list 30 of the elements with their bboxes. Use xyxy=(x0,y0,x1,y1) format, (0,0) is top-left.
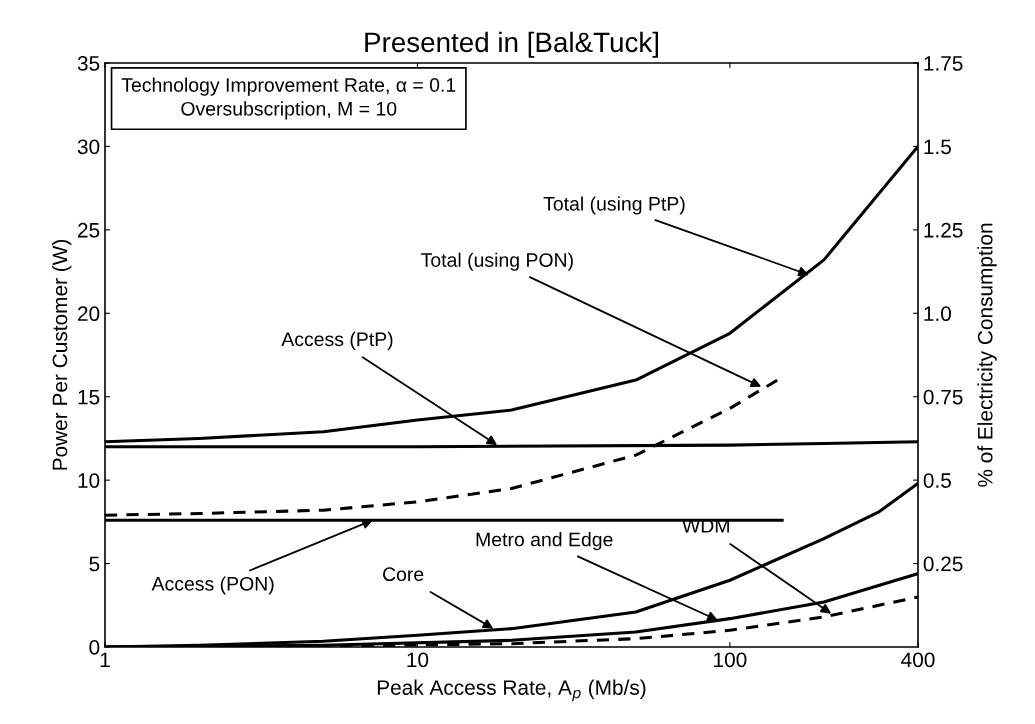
x-tick-label: 100 xyxy=(714,652,747,668)
x-tick-label: 1 xyxy=(100,652,110,667)
annotation: Access (PtP) xyxy=(281,331,393,350)
y-tick-label: 5 xyxy=(89,556,100,572)
y2-tick-label: 0.25 xyxy=(923,556,963,572)
y-tick-label: 15 xyxy=(78,389,100,405)
annotation: Metro and Edge xyxy=(476,532,613,551)
x-tick-label: 10 xyxy=(407,652,429,668)
y2-tick-label: 0.75 xyxy=(923,389,963,405)
y-tick-label: 20 xyxy=(78,306,100,322)
annotation: Total (using PON) xyxy=(421,252,573,271)
y2-tick-label: 0.5 xyxy=(923,473,951,488)
y2-tick-label: 1.5 xyxy=(924,139,951,155)
y2-tick-label: 1.25 xyxy=(924,222,963,238)
y-tick-label: 35 xyxy=(77,56,100,71)
annotation: Technology Improvement Rate, α = 0.1 Oversubscription, M = 10 xyxy=(121,77,456,120)
y2-axis-title: % of Electricity Consumption xyxy=(977,223,997,487)
y-tick-label: 30 xyxy=(77,139,100,155)
annotation: Access (PON) xyxy=(151,576,274,595)
annotation: Core xyxy=(383,567,424,582)
x-axis-title: Peak Access Rate, A$_{p}$ (Mb/s) xyxy=(377,679,646,702)
y-axis-title: Power Per Customer (W) xyxy=(51,239,72,470)
y2-tick-label: 1.0 xyxy=(924,306,952,322)
y-tick-label: 10 xyxy=(78,473,100,488)
y-tick-label: 25 xyxy=(78,222,100,238)
chart-title: Presented in [Bal&Tuck] xyxy=(365,31,658,58)
annotation: Total (using PtP) xyxy=(543,196,685,215)
y-tick-label: 0 xyxy=(89,640,100,655)
y2-tick-label: 1.75 xyxy=(924,56,963,71)
x-tick-label: 400 xyxy=(901,652,935,668)
